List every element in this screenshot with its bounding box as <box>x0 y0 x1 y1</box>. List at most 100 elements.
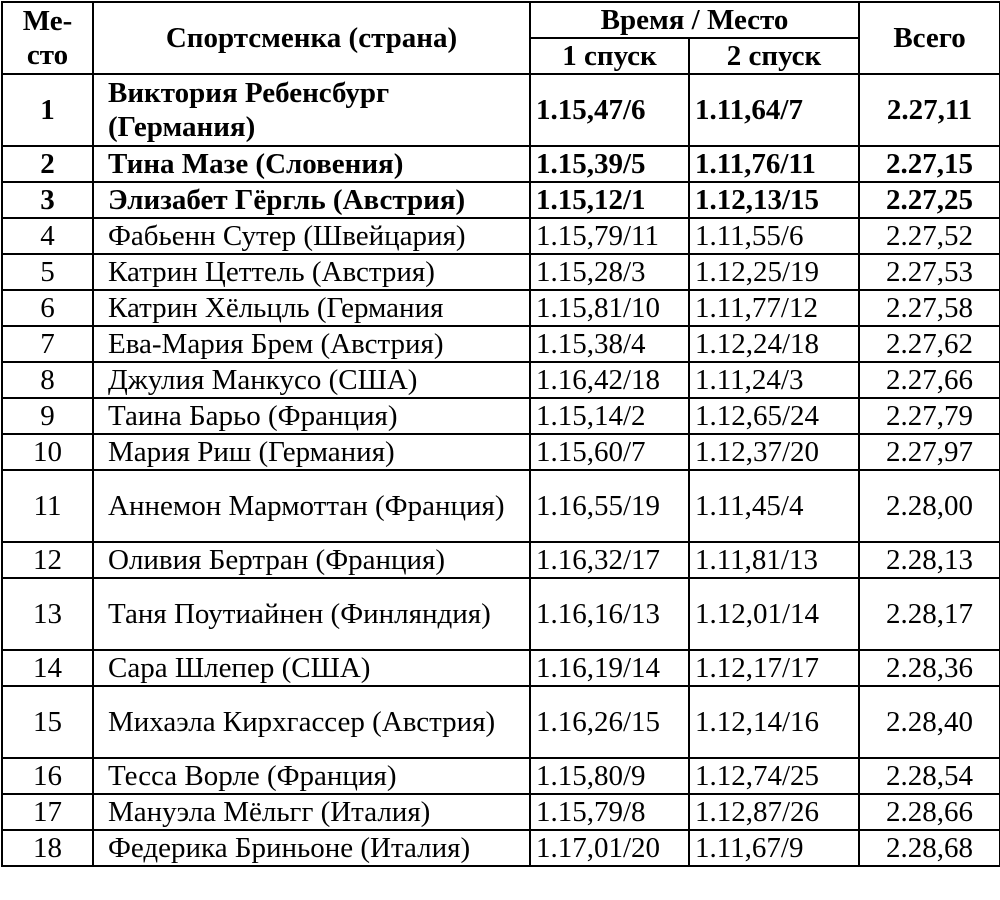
total-cell: 2.27,79 <box>858 397 1000 435</box>
header-place: Ме- сто <box>1 1 94 75</box>
run1-cell: 1.16,55/19 <box>529 469 690 543</box>
athlete-cell: Фабьенн Сутер (Швейцария) <box>92 217 531 255</box>
total-cell: 2.27,66 <box>858 361 1000 399</box>
header-athlete: Спортсменка (страна) <box>92 1 531 75</box>
run2-cell: 1.11,77/12 <box>687 289 861 327</box>
run1-cell: 1.17,01/20 <box>529 829 690 867</box>
athlete-cell: Джулия Манкусо (США) <box>92 361 531 399</box>
table-row: 4 Фабьенн Сутер (Швейцария) 1.15,79/11 1.11… <box>1 217 1000 255</box>
total-cell: 2.28,13 <box>858 541 1000 579</box>
place-cell: 15 <box>1 685 94 759</box>
run1-cell: 1.15,39/5 <box>529 145 690 183</box>
table-row: 18 Федерика Бриньоне (Италия) 1.17,01/20 1.… <box>1 829 1000 867</box>
place-cell: 10 <box>1 433 94 471</box>
total-cell: 2.27,53 <box>858 253 1000 291</box>
place-cell: 9 <box>1 397 94 435</box>
run2-cell: 1.12,01/14 <box>687 577 861 651</box>
run2-cell: 1.11,76/11 <box>687 145 861 183</box>
athlete-cell: Ева-Мария Брем (Австрия) <box>92 325 531 363</box>
place-cell: 17 <box>1 793 94 831</box>
place-cell: 6 <box>1 289 94 327</box>
table-row: 14 Сара Шлепер (США) 1.16,19/14 1.12,17/17 2… <box>1 649 1000 687</box>
run2-cell: 1.11,45/4 <box>687 469 861 543</box>
run1-cell: 1.15,47/6 <box>529 73 690 147</box>
run2-cell: 1.12,37/20 <box>687 433 861 471</box>
total-cell: 2.27,25 <box>858 181 1000 219</box>
total-cell: 2.28,66 <box>858 793 1000 831</box>
total-cell: 2.27,11 <box>858 73 1000 147</box>
place-cell: 8 <box>1 361 94 399</box>
total-cell: 2.27,15 <box>858 145 1000 183</box>
total-cell: 2.28,40 <box>858 685 1000 759</box>
run2-cell: 1.12,74/25 <box>687 757 861 795</box>
run2-cell: 1.12,25/19 <box>687 253 861 291</box>
run2-cell: 1.12,24/18 <box>687 325 861 363</box>
total-cell: 2.28,68 <box>858 829 1000 867</box>
table-row: 17 Мануэла Мёльгг (Италия) 1.15,79/8 1.12,8… <box>1 793 1000 831</box>
table-row: 15 Михаэла Кирхгассер (Австрия) 1.16,26/15… <box>1 685 1000 759</box>
place-cell: 5 <box>1 253 94 291</box>
run2-cell: 1.12,87/26 <box>687 793 861 831</box>
run2-cell: 1.11,24/3 <box>687 361 861 399</box>
table-row: 11 Аннемон Мармоттан (Франция) 1.16,55/19 1… <box>1 469 1000 543</box>
run2-cell: 1.11,81/13 <box>687 541 861 579</box>
run2-cell: 1.12,65/24 <box>687 397 861 435</box>
place-cell: 2 <box>1 145 94 183</box>
run1-cell: 1.15,12/1 <box>529 181 690 219</box>
table-row: 12 Оливия Бертран (Франция) 1.16,32/17 1.11… <box>1 541 1000 579</box>
athlete-cell: Катрин Хёльцль (Германия <box>92 289 531 327</box>
place-cell: 7 <box>1 325 94 363</box>
athlete-cell: Сара Шлепер (США) <box>92 649 531 687</box>
athlete-cell: Мануэла Мёльгг (Италия) <box>92 793 531 831</box>
results-table: Ме- сто Спортсменка (страна) Время / Мес… <box>1 1 1000 867</box>
run1-cell: 1.16,26/15 <box>529 685 690 759</box>
total-cell: 2.27,52 <box>858 217 1000 255</box>
athlete-cell: Оливия Бертран (Франция) <box>92 541 531 579</box>
total-cell: 2.28,54 <box>858 757 1000 795</box>
run1-cell: 1.15,60/7 <box>529 433 690 471</box>
header-place-line2: сто <box>26 39 69 71</box>
header-row: Ме- сто Спортсменка (страна) Время / Мес… <box>1 1 1000 75</box>
total-cell: 2.27,97 <box>858 433 1000 471</box>
subheader-row: 1 спуск 2 спуск <box>2 37 1000 75</box>
place-cell: 16 <box>1 757 94 795</box>
table-row: 2 Тина Мазе (Словения) 1.15,39/5 1.11,76/11… <box>1 145 1000 183</box>
table-row: 16 Тесса Ворле (Франция) 1.15,80/9 1.12,74/… <box>1 757 1000 795</box>
run2-cell: 1.11,64/7 <box>687 73 861 147</box>
run1-cell: 1.15,79/8 <box>529 793 690 831</box>
athlete-cell: Тесса Ворле (Франция) <box>92 757 531 795</box>
table-row: 5 Катрин Цеттель (Австрия) 1.15,28/3 1.12,2… <box>1 253 1000 291</box>
table-row: 3 Элизабет Гёргль (Австрия) 1.15,12/1 1.12,… <box>1 181 1000 219</box>
athlete-cell: Катрин Цеттель (Австрия) <box>92 253 531 291</box>
place-cell: 14 <box>1 649 94 687</box>
table-row: 9 Таина Барьо (Франция) 1.15,14/2 1.12,65/2… <box>1 397 1000 435</box>
run1-cell: 1.15,80/9 <box>529 757 690 795</box>
table-row: 1 Виктория Ребенсбург (Германия) 1.15,47/6… <box>1 73 1000 147</box>
run2-cell: 1.11,55/6 <box>687 217 861 255</box>
run1-cell: 1.15,79/11 <box>529 217 690 255</box>
place-cell: 13 <box>1 577 94 651</box>
run2-cell: 1.11,67/9 <box>687 829 861 867</box>
table-row: 13 Таня Поутиайнен (Финляндия) 1.16,16/13 1… <box>1 577 1000 651</box>
run1-cell: 1.15,38/4 <box>529 325 690 363</box>
place-cell: 12 <box>1 541 94 579</box>
athlete-cell: Мария Риш (Германия) <box>92 433 531 471</box>
table-row: 8 Джулия Манкусо (США) 1.16,42/18 1.11,24/3… <box>1 361 1000 399</box>
athlete-cell: Виктория Ребенсбург (Германия) <box>92 73 531 147</box>
total-cell: 2.28,00 <box>858 469 1000 543</box>
table-row: 6 Катрин Хёльцль (Германия 1.15,81/10 1.11,… <box>1 289 1000 327</box>
athlete-cell: Аннемон Мармоттан (Франция) <box>92 469 531 543</box>
run2-cell: 1.12,17/17 <box>687 649 861 687</box>
total-cell: 2.28,17 <box>858 577 1000 651</box>
total-cell: 2.27,58 <box>858 289 1000 327</box>
place-cell: 4 <box>1 217 94 255</box>
run1-cell: 1.15,81/10 <box>529 289 690 327</box>
header-time-place: Время / Место <box>528 1 861 39</box>
place-cell: 18 <box>1 829 94 867</box>
athlete-cell: Таня Поутиайнен (Финляндия) <box>92 577 531 651</box>
run1-cell: 1.15,28/3 <box>529 253 690 291</box>
header-run2: 2 спуск <box>687 37 861 75</box>
table-row: 10 Мария Риш (Германия) 1.15,60/7 1.12,37/2… <box>1 433 1000 471</box>
header-run1: 1 спуск <box>529 37 690 75</box>
run1-cell: 1.16,32/17 <box>529 541 690 579</box>
